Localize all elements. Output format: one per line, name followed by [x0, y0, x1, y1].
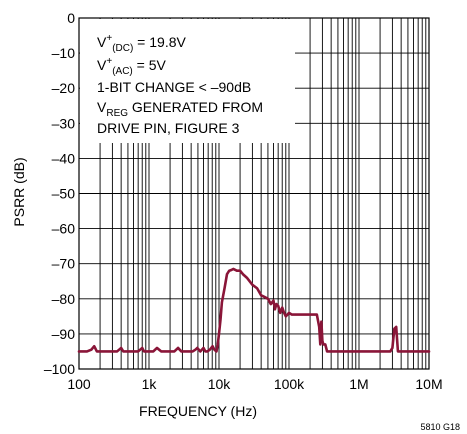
- annotation-background: [80, 19, 295, 143]
- plot-frame: [78, 17, 430, 370]
- x-tick-label: 1M: [349, 376, 368, 392]
- y-tick-label: –90: [52, 326, 76, 342]
- x-tick-labels: 100 1k 10k 100k 1M 10M: [67, 376, 442, 392]
- y-tick-label: –50: [52, 186, 76, 202]
- x-axis-title: FREQUENCY (Hz): [139, 403, 257, 419]
- annotation-line-5: DRIVE PIN, FIGURE 3: [97, 120, 240, 136]
- x-tick-label: 100k: [274, 376, 305, 392]
- x-tick-label: 100: [67, 376, 91, 392]
- y-tick-label: –20: [52, 80, 76, 96]
- y-tick-label: 0: [67, 10, 75, 26]
- annotation-line-3: 1-BIT CHANGE < –90dB: [97, 79, 251, 95]
- x-tick-label: 10M: [415, 376, 442, 392]
- annotation-line-2: V+(AC) = 5V: [97, 56, 166, 77]
- x-tick-label: 10k: [208, 376, 232, 392]
- y-tick-label: –80: [52, 291, 76, 307]
- y-tick-label: –10: [52, 45, 76, 61]
- figure-id: 5810 G18: [420, 422, 460, 432]
- y-tick-label: –60: [52, 221, 76, 237]
- y-tick-label: –100: [44, 361, 75, 377]
- y-tick-label: –40: [52, 150, 76, 166]
- annotation-line-4: VREG GENERATED FROM: [97, 99, 263, 119]
- y-tick-labels: 0 –10 –20 –30 –40 –50 –60 –70 –80 –90 –100: [44, 10, 75, 377]
- annotation-line-1: V+(DC) = 19.8V: [97, 33, 187, 54]
- annotation-block: V+(DC) = 19.8V V+(AC) = 5V 1-BIT CHANGE …: [97, 33, 263, 136]
- y-axis-title: PSRR (dB): [11, 157, 27, 226]
- series-line-psrr: [77, 267, 431, 353]
- y-tick-label: –70: [52, 256, 76, 272]
- x-tick-label: 1k: [142, 376, 158, 392]
- y-tick-label: –30: [52, 115, 76, 131]
